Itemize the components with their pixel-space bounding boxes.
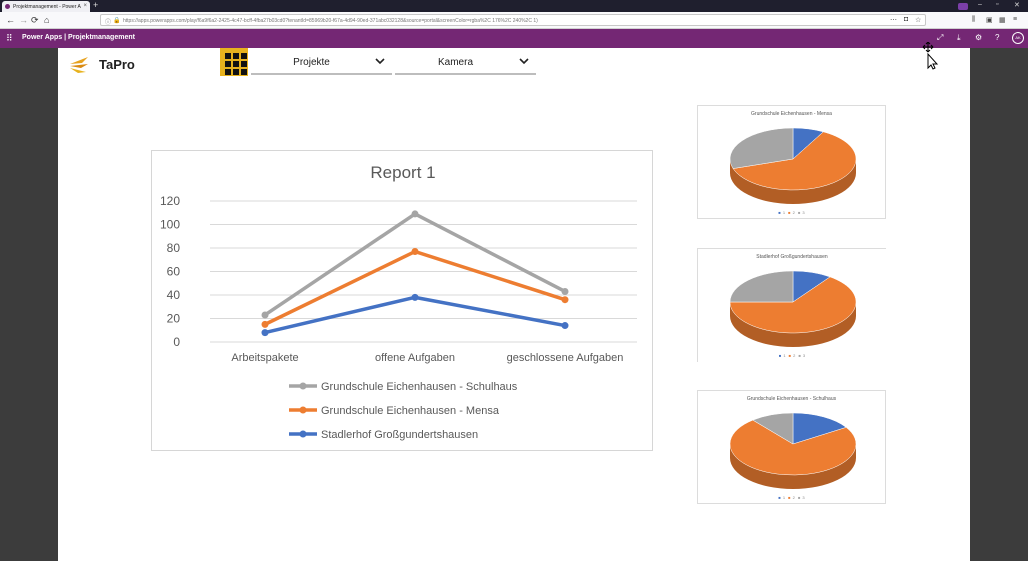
pie-legend: ■ 1 ■ 2 ■ 3: [778, 495, 805, 500]
back-arrow-icon[interactable]: ←: [6, 15, 15, 25]
y-tick-label: 20: [167, 312, 181, 326]
pie-title: Grundschule Eichenhausen - Mensa: [751, 111, 832, 117]
pie-legend: ■ 1 ■ 2 ■ 3: [778, 210, 805, 215]
close-tab-icon[interactable]: ×: [83, 3, 87, 9]
info-icon[interactable]: ⓘ: [105, 20, 112, 26]
x-tick-label: geschlossene Aufgaben: [507, 352, 624, 364]
camera-dropdown-value: Kamera: [437, 57, 473, 68]
chevron-down-icon: [519, 58, 529, 65]
app-grid-menu-button[interactable]: [220, 48, 248, 76]
data-point: [411, 248, 419, 256]
chart-title: Report 1: [370, 163, 435, 182]
reload-icon[interactable]: ⟳: [31, 15, 39, 25]
page-actions-icon[interactable]: ⋯: [890, 17, 897, 24]
fullscreen-icon[interactable]: ⤢: [937, 33, 944, 42]
bookmark-star-icon[interactable]: ☆: [915, 17, 922, 24]
browser-tab-strip: Projektmanagement - Power A × + – ▫ ✕: [0, 0, 1028, 12]
pie-slice: [729, 419, 857, 476]
pie-slice: [729, 276, 857, 334]
legend-label: Grundschule Eichenhausen - Schulhaus: [321, 381, 518, 393]
project-dropdown[interactable]: Projekte: [251, 53, 392, 75]
data-point: [261, 311, 269, 319]
menu-icon[interactable]: ≡: [1013, 16, 1018, 23]
y-tick-label: 0: [173, 335, 180, 349]
y-tick-label: 60: [167, 265, 181, 279]
home-icon[interactable]: ⌂: [44, 15, 50, 25]
legend-marker: [299, 382, 307, 390]
settings-gear-icon[interactable]: ⚙: [975, 33, 983, 42]
legend-label: Stadlerhof Großgundertshausen: [321, 429, 478, 441]
sidebar-icon[interactable]: ▣: [986, 17, 993, 24]
mouse-cursor-icon: [922, 42, 939, 70]
pie-side: [730, 302, 856, 347]
close-window-icon[interactable]: ✕: [1014, 2, 1020, 9]
pie-slice: [752, 412, 794, 445]
data-point: [561, 287, 569, 295]
series-line: [264, 249, 566, 326]
brand-name: TaPro: [99, 57, 135, 72]
project-dropdown-value: Projekte: [293, 57, 330, 68]
pie-chart-mensa: [729, 127, 857, 204]
legend-marker: [299, 406, 307, 414]
x-tick-label: offene Aufgaben: [375, 352, 455, 364]
pie-legend: ■ 1 ■ 2 ■ 3: [778, 353, 806, 358]
new-tab-button[interactable]: +: [93, 0, 99, 10]
pie-title: Grundschule Eichenhausen - Schulhaus: [746, 396, 837, 402]
pie-card-stadlerhof: Stadlerhof Großgundertshausen ■ 1 ■ 2 ■ 3: [697, 248, 886, 362]
pie-slice: [732, 131, 857, 191]
url-input[interactable]: ⓘ 🔒 https://apps.powerapps.com/play/f6a9…: [100, 14, 926, 26]
line-chart-svg: Report 1 0 20 40 60 80 100 120 Arbeitspakete offe…: [160, 163, 637, 441]
maximize-window-icon[interactable]: ▫: [996, 1, 999, 8]
pie-side: [730, 444, 856, 489]
data-point: [561, 296, 569, 304]
app-title: Power Apps | Projektmanagement: [22, 34, 135, 41]
browser-toolbar: ← → ⟳ ⌂ ⓘ 🔒 https://apps.powerapps.com/p…: [0, 12, 1028, 29]
y-tick-label: 40: [167, 288, 181, 302]
y-tick-label: 120: [160, 194, 180, 208]
browser-tab-title: Projektmanagement - Power A: [13, 4, 81, 10]
url-text: https://apps.powerapps.com/play/f6a9f6a2…: [123, 18, 538, 24]
tapro-logo-icon: [70, 57, 88, 73]
pie-chart-stadlerhof: [729, 270, 857, 347]
pie-slice: [729, 270, 794, 303]
pie-card-mensa: Grundschule Eichenhausen - Mensa ■ 1 ■ 2 ■…: [697, 105, 886, 219]
lock-icon: 🔒: [113, 18, 121, 24]
camera-dropdown[interactable]: Kamera: [395, 53, 536, 75]
legend-label: Grundschule Eichenhausen - Mensa: [321, 405, 500, 417]
data-point: [261, 329, 269, 337]
powerapps-header: ⠿ Power Apps | Projektmanagement ⤢ ⤓ ⚙ ?…: [0, 29, 1028, 48]
pie-side: [730, 159, 856, 204]
pie-card-schulhaus: Grundschule Eichenhausen - Schulhaus ■ 1 …: [697, 390, 886, 504]
pie-title: Stadlerhof Großgundertshausen: [756, 254, 828, 260]
browser-tab[interactable]: Projektmanagement - Power A ×: [2, 1, 90, 12]
forward-arrow-icon[interactable]: →: [19, 15, 28, 25]
app-canvas: TaPro Projekte Kamera Report 1 0 20 40 60 80 1…: [58, 48, 970, 561]
extension-icon[interactable]: ▦: [999, 17, 1006, 24]
y-tick-label: 100: [160, 218, 180, 232]
pie-chart-schulhaus: [729, 412, 857, 489]
x-tick-label: Arbeitspakete: [231, 352, 298, 364]
legend-marker: [299, 430, 307, 438]
data-point: [411, 210, 419, 218]
report-line-chart: Report 1 0 20 40 60 80 100 120 Arbeitspakete offe…: [151, 150, 653, 451]
pie-slice: [792, 412, 847, 445]
pie-slice: [729, 127, 794, 169]
user-avatar[interactable]: AK: [1012, 32, 1024, 44]
y-tick-label: 80: [167, 241, 181, 255]
data-point: [261, 320, 269, 328]
chevron-down-icon: [375, 58, 385, 65]
data-point: [411, 293, 419, 301]
download-icon[interactable]: ⤓: [957, 33, 961, 42]
browser-extension-icon[interactable]: [958, 3, 968, 10]
waffle-menu-icon[interactable]: ⠿: [6, 33, 13, 43]
help-icon[interactable]: ?: [995, 33, 1000, 42]
data-point: [561, 322, 569, 330]
pocket-icon[interactable]: ◘: [904, 16, 909, 23]
powerapps-favicon-icon: [5, 4, 10, 9]
library-icon[interactable]: ⫼: [972, 16, 976, 23]
minimize-window-icon[interactable]: –: [978, 1, 982, 8]
